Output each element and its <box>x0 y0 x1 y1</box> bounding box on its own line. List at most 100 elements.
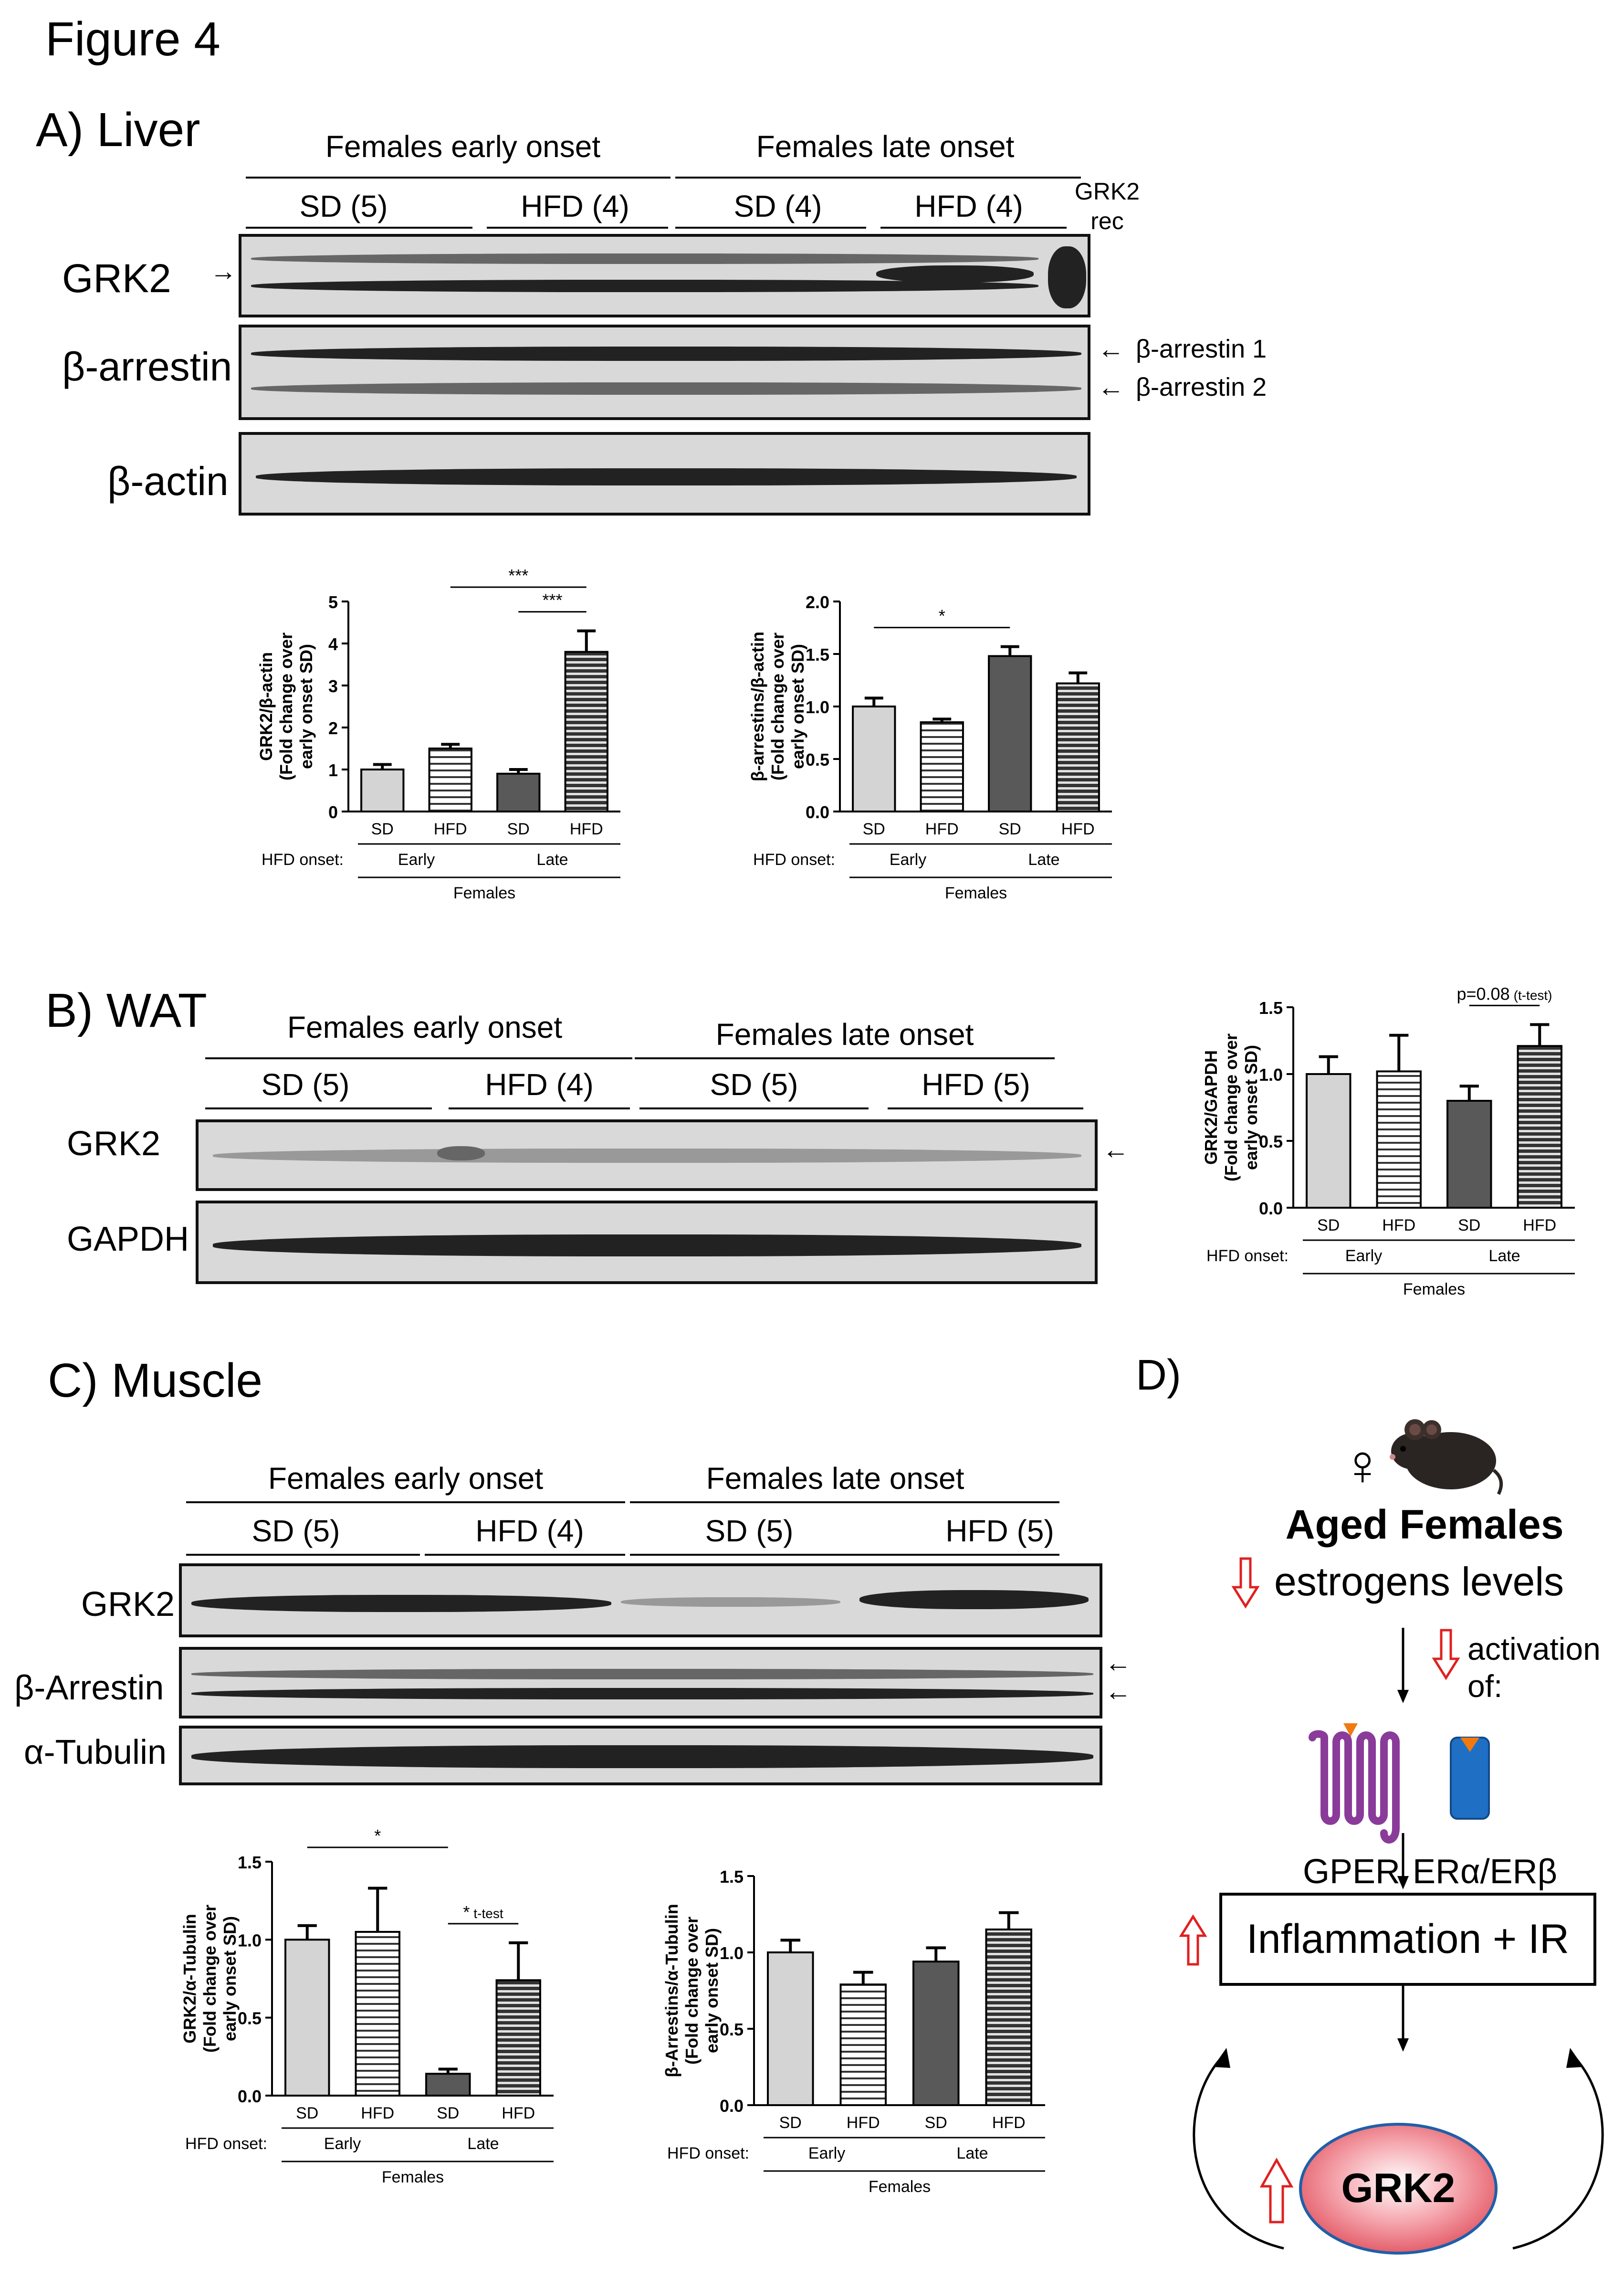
muscle-group-4: HFD (5) <box>945 1514 1054 1548</box>
liver-arrestin-blot <box>239 325 1090 420</box>
onset-group-label: Early <box>398 851 435 869</box>
panel-d-label: D) <box>1136 1351 1181 1399</box>
liver-grk2-arrow-icon: → <box>210 256 237 286</box>
er-receptor-icon <box>1450 1737 1490 1820</box>
muscle-g4-underline <box>849 1554 1059 1556</box>
y-tick-label: 1.5 <box>806 645 829 664</box>
significance-label: * t-test <box>463 1902 503 1922</box>
onset-group-label: Late <box>1488 1247 1520 1265</box>
bar <box>766 1951 814 2106</box>
arrestin-1-label: β-arrestin 1 <box>1136 335 1267 363</box>
y-tick-label: 5 <box>328 592 338 612</box>
y-axis-label: (Fold change over <box>768 632 787 780</box>
category-label: HFD <box>1061 820 1095 838</box>
wat-g2-underline <box>449 1107 630 1109</box>
y-tick-label: 4 <box>328 634 338 654</box>
significance-label: *** <box>508 566 528 585</box>
category-label: HFD <box>570 820 603 838</box>
y-axis-label: early onset SD) <box>702 1928 722 2053</box>
onset-label: HFD onset: <box>667 2144 749 2162</box>
grk2-rec-line2: rec <box>1090 208 1124 234</box>
bar <box>1306 1073 1352 1209</box>
y-tick-label: 1.5 <box>238 1853 262 1872</box>
bar <box>1056 682 1100 812</box>
onset-group-label: Early <box>324 2135 361 2153</box>
onset-group-label: Early <box>890 851 926 869</box>
muscle-late-underline <box>630 1501 1059 1503</box>
liver-g3-underline <box>675 227 866 229</box>
significance-note: (t-test) <box>1514 988 1552 1002</box>
category-label: SD <box>925 2114 947 2132</box>
bar <box>1446 1100 1492 1209</box>
category-label: HFD <box>992 2114 1026 2132</box>
wat-header-late: Females late onset <box>715 1017 974 1052</box>
liver-group-2: HFD (4) <box>521 189 629 223</box>
wat-late-underline <box>635 1057 1055 1059</box>
y-tick-label: 0.0 <box>1259 1199 1283 1218</box>
muscle-g1-underline <box>186 1554 420 1556</box>
muscle-grk2-label: GRK2 <box>81 1585 175 1623</box>
onset-label: HFD onset: <box>753 851 835 869</box>
significance-note: t-test <box>473 1906 503 1921</box>
wat-group-4: HFD (5) <box>922 1067 1030 1102</box>
liver-header-early: Females early onset <box>325 129 601 164</box>
mouse-icon <box>1390 1419 1503 1495</box>
aged-females-text: Aged Females <box>1285 1502 1564 1548</box>
liver-arrestin-chart: 0.0 0.5 1.0 1.5 2.0 β-arrestins/β-actin (Fold … <box>748 592 1112 902</box>
down-arrow-red-icon <box>1231 1557 1260 1609</box>
wat-header-early: Females early onset <box>287 1010 563 1044</box>
liver-g1-underline <box>246 227 472 229</box>
category-label: HFD <box>1382 1216 1415 1234</box>
y-axis-label: early onset SD) <box>1241 1045 1261 1170</box>
er-label: ERα/ERβ <box>1413 1853 1558 1891</box>
liver-group-4: HFD (4) <box>914 189 1023 223</box>
y-tick-label: 2 <box>328 718 338 738</box>
liver-arrestin-label: β-arrestin <box>62 344 232 389</box>
category-label: SD <box>1317 1216 1340 1234</box>
arrestin-2-arrow-icon: ← <box>1098 372 1124 402</box>
y-axis-label: early onset SD) <box>296 644 316 769</box>
y-tick-label: 2.0 <box>806 592 829 612</box>
female-symbol-icon: ♀ <box>1341 1433 1384 1497</box>
liver-actin-label: β-actin <box>107 459 229 504</box>
category-label: SD <box>296 2104 318 2122</box>
bar <box>360 769 405 812</box>
muscle-arrestin-chart: 0.0 0.5 1.0 1.5 β-Arrestins/α-Tubulin (Fold c… <box>662 1867 1045 2196</box>
category-label: HFD <box>361 2104 394 2122</box>
bar <box>852 706 896 812</box>
liver-g2-underline <box>487 227 668 229</box>
activation-line2: of: <box>1467 1668 1503 1704</box>
wat-gapdh-blot <box>196 1201 1098 1284</box>
bar <box>1517 1045 1562 1209</box>
category-label: SD <box>863 820 885 838</box>
gper-receptor-icon <box>1309 1723 1400 1844</box>
wat-group-3: SD (5) <box>710 1067 798 1102</box>
sex-label: Females <box>1403 1280 1465 1298</box>
y-axis-label: GRK2/GAPDH <box>1201 1050 1221 1165</box>
wat-grk2-arrow-icon: ← <box>1102 1134 1129 1164</box>
y-tick-label: 3 <box>328 676 338 696</box>
bar <box>496 772 541 812</box>
onset-group-label: Late <box>536 851 568 869</box>
wat-grk2-chart: 0.0 0.5 1.0 1.5 GRK2/GAPDH (Fold change over e… <box>1201 984 1575 1298</box>
y-tick-label: 0.5 <box>1259 1132 1283 1151</box>
y-axis-label: (Fold change over <box>682 1917 702 2065</box>
y-tick-label: 1.0 <box>1259 1065 1283 1085</box>
wat-grk2-label: GRK2 <box>67 1125 161 1163</box>
panel-c-label: C) Muscle <box>48 1354 263 1407</box>
onset-label: HFD onset: <box>262 851 344 869</box>
onset-group-label: Early <box>1345 1247 1382 1265</box>
y-axis-label: GRK2/α-Tubulin <box>180 1914 199 2043</box>
significance-label: * <box>939 606 945 626</box>
onset-group-label: Late <box>467 2135 499 2153</box>
y-axis-label: (Fold change over <box>200 1905 220 2053</box>
wat-grk2-blot <box>196 1119 1098 1191</box>
liver-header-late: Females late onset <box>756 129 1015 164</box>
y-axis-label: GRK2/β-actin <box>256 652 276 761</box>
wat-group-2: HFD (4) <box>485 1067 594 1102</box>
muscle-g2-underline <box>425 1554 625 1556</box>
muscle-arrestin-blot <box>179 1647 1102 1718</box>
category-label: HFD <box>502 2104 535 2122</box>
muscle-header-late: Females late onset <box>706 1461 964 1496</box>
y-axis-label: (Fold change over <box>1221 1033 1241 1181</box>
